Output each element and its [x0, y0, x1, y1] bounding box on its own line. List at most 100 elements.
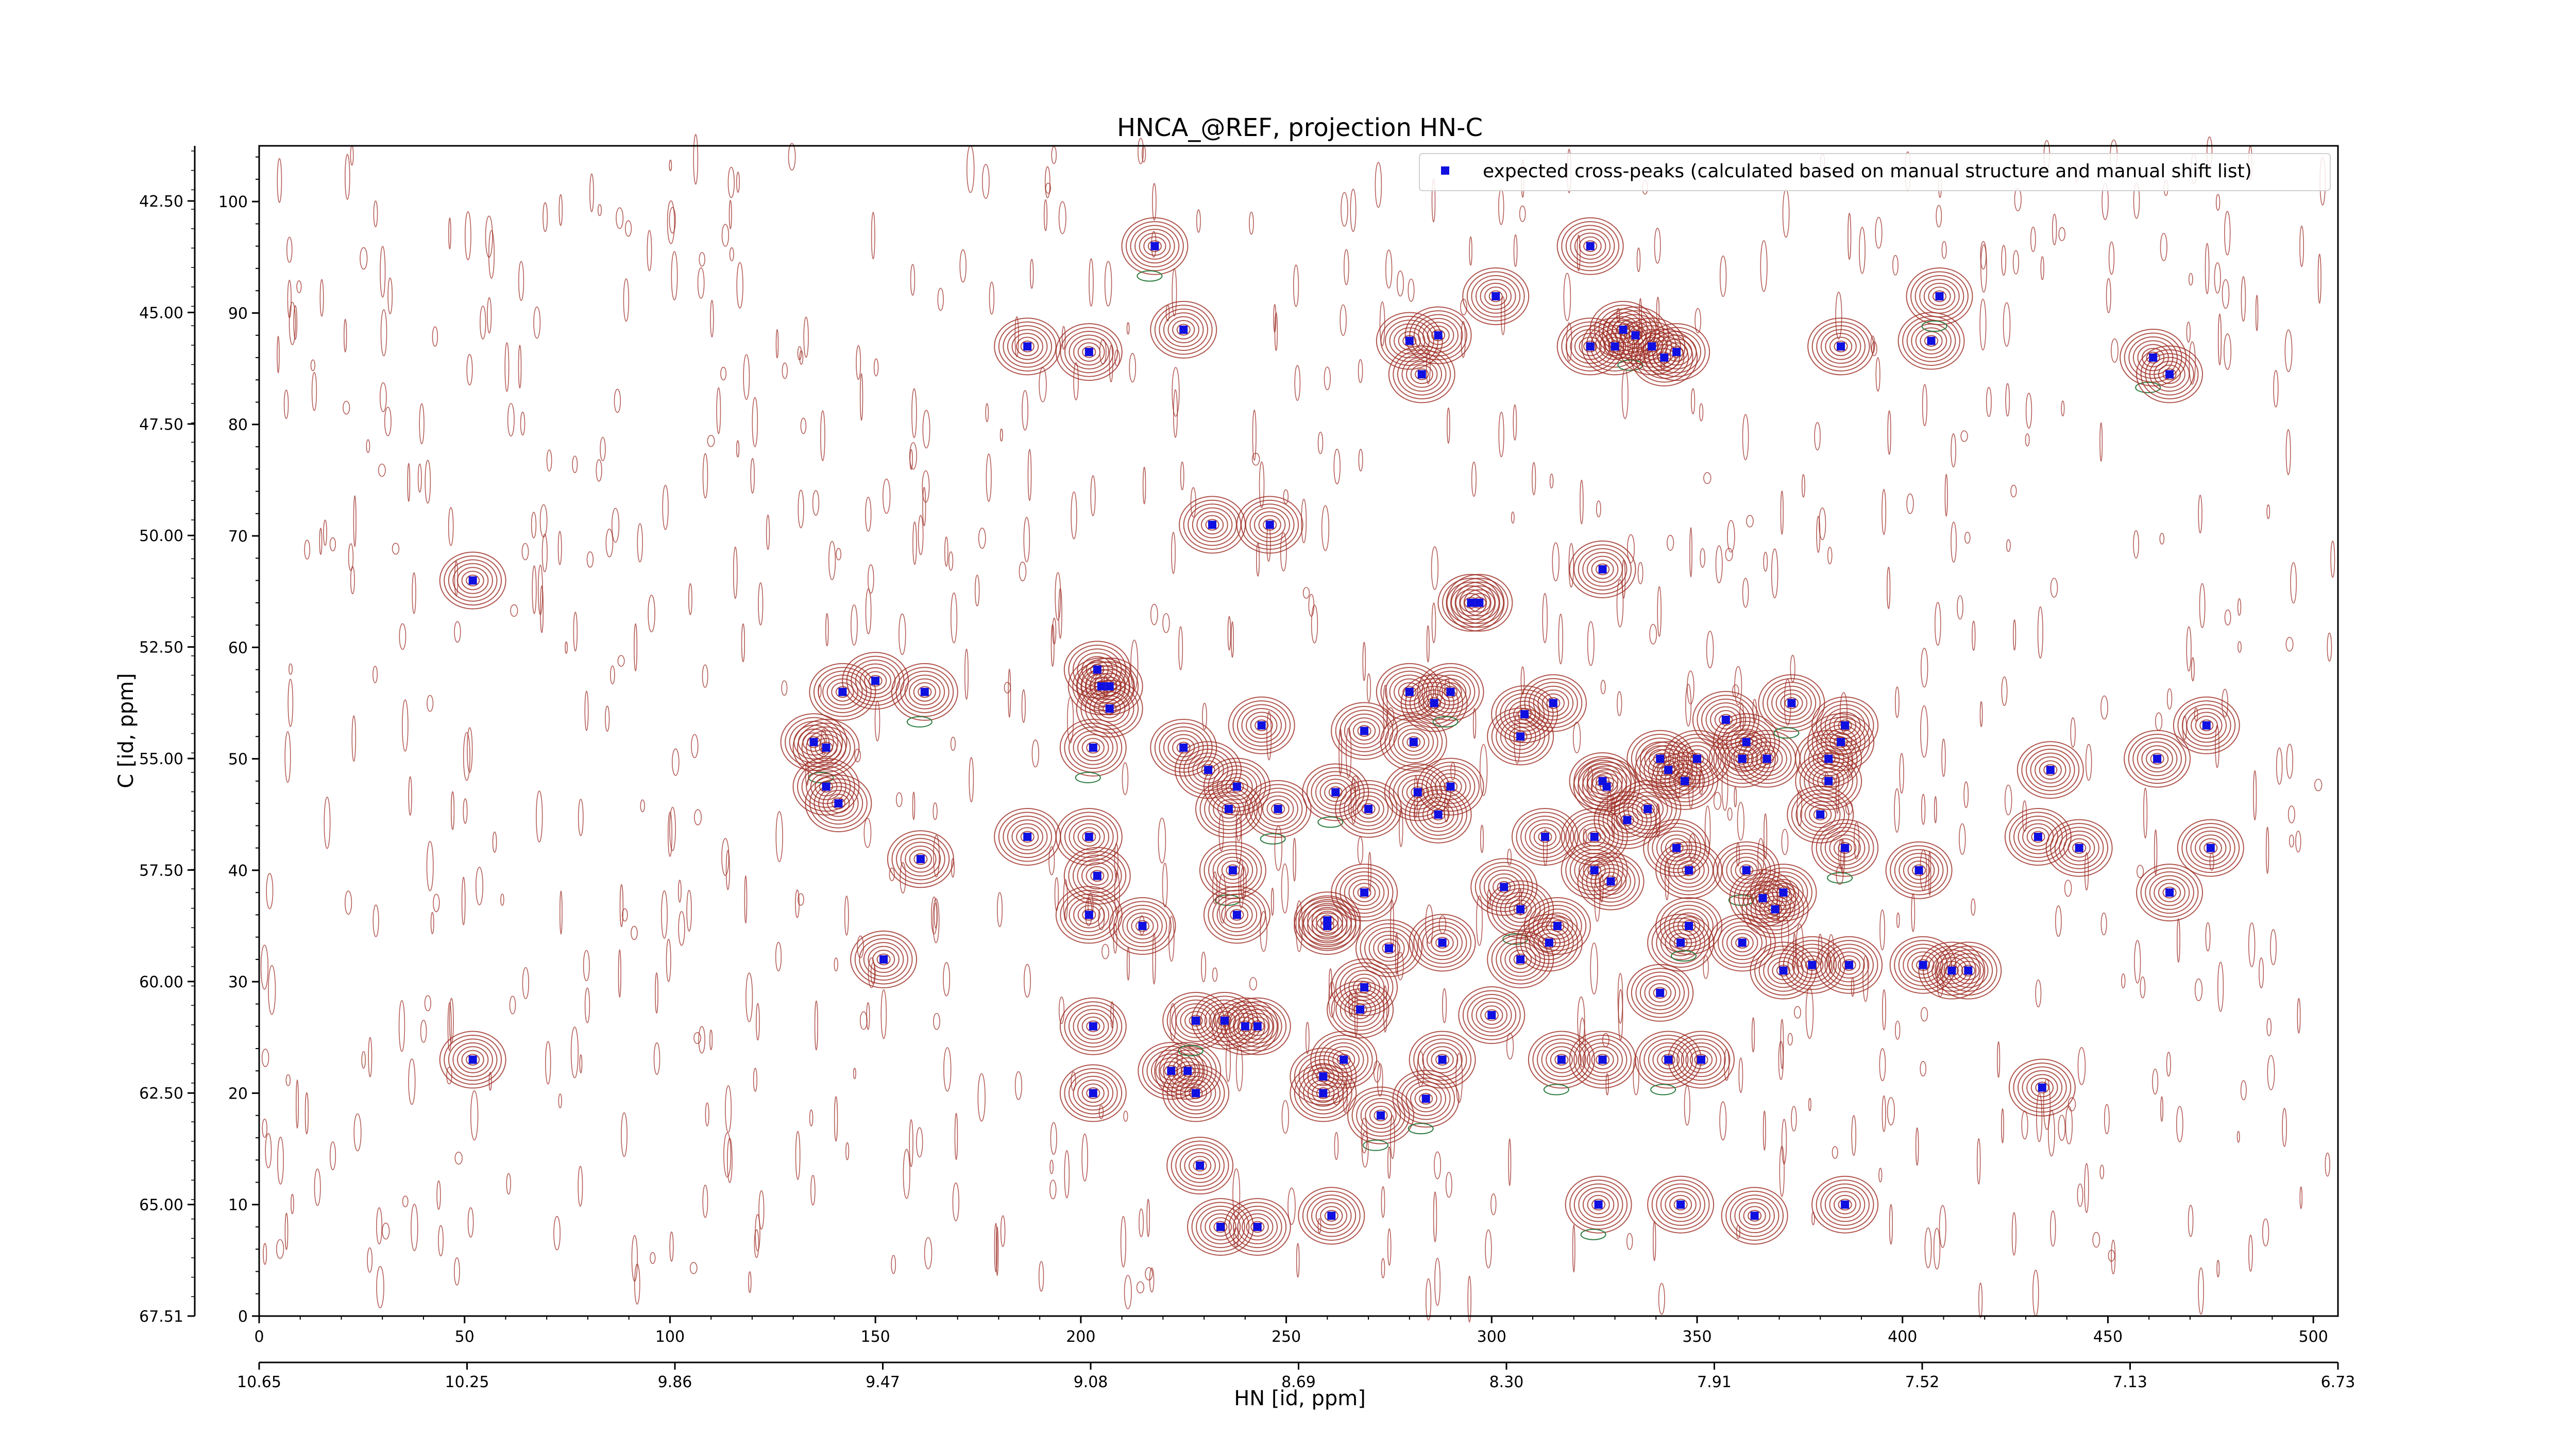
peak-contour — [1523, 897, 1591, 955]
noise-contour — [368, 1037, 372, 1077]
noise-contour — [1058, 201, 1066, 234]
noise-contour — [868, 957, 875, 988]
y-ppm-tick-label: 52.50 — [139, 639, 183, 657]
noise-contour — [518, 345, 522, 389]
noise-contour — [507, 403, 515, 437]
noise-contour — [1490, 1193, 1497, 1216]
noise-contour — [2050, 578, 2058, 598]
noise-contour — [343, 318, 347, 352]
peak-contour — [1162, 991, 1230, 1056]
noise-contour — [1274, 825, 1283, 871]
noise-contour — [1878, 1168, 1883, 1183]
noise-contour — [2155, 712, 2163, 731]
noise-contour — [859, 1011, 868, 1030]
noise-contour — [989, 281, 995, 315]
noise-contour — [1780, 1019, 1784, 1069]
noise-contour — [686, 889, 692, 932]
noise-contour — [2014, 187, 2022, 211]
noise-contour — [399, 623, 406, 650]
noise-contour — [619, 884, 624, 928]
noise-contour — [402, 699, 409, 752]
noise-contour — [1212, 967, 1218, 982]
cross-peak-marker — [1672, 348, 1681, 357]
cross-peak-marker — [1656, 754, 1665, 763]
peak-contour — [1298, 1187, 1365, 1245]
noise-contour — [870, 962, 876, 985]
noise-contour — [1472, 707, 1477, 739]
noise-contour — [1054, 877, 1059, 911]
cross-peak-marker — [1409, 738, 1418, 747]
noise-contour — [1577, 234, 1581, 272]
noise-contour — [900, 862, 906, 894]
noise-contour — [260, 945, 269, 990]
noise-contour — [1471, 461, 1477, 497]
noise-contour — [624, 220, 632, 237]
noise-contour — [276, 1239, 284, 1259]
cross-peak-marker — [1438, 1055, 1447, 1064]
cross-peak-marker — [1598, 1055, 1607, 1064]
noise-contour — [610, 665, 615, 685]
noise-contour — [1120, 1216, 1126, 1268]
noise-contour — [1317, 431, 1324, 454]
noise-contour — [1019, 561, 1027, 582]
noise-contour — [818, 684, 822, 698]
noise-contour — [1343, 1081, 1348, 1113]
noise-contour — [720, 366, 727, 381]
noise-contour — [2224, 211, 2231, 256]
noise-contour — [1048, 846, 1055, 875]
noise-contour — [985, 403, 989, 423]
noise-contour — [2004, 784, 2012, 816]
noise-contour — [1358, 448, 1363, 471]
cross-peak-marker — [1093, 871, 1101, 880]
noise-contour — [295, 1079, 299, 1129]
noise-contour — [314, 1168, 321, 1206]
noise-contour — [583, 950, 590, 982]
y-ppm-tick-label: 50.00 — [139, 527, 183, 545]
noise-contour — [1109, 345, 1113, 383]
cross-peak-marker — [1762, 754, 1771, 763]
noise-contour — [798, 893, 804, 906]
noise-contour — [668, 812, 673, 857]
noise-contour — [1227, 616, 1231, 651]
noise-contour — [1014, 1071, 1022, 1100]
cross-peak-marker — [1492, 292, 1500, 300]
noise-contour — [304, 540, 311, 560]
x-index-tick-label: 100 — [655, 1328, 685, 1346]
noise-contour — [1727, 807, 1733, 821]
noise-contour — [2077, 1047, 2086, 1085]
noise-contour — [427, 695, 434, 712]
noise-contour — [1960, 430, 1968, 442]
noise-contour — [1218, 813, 1224, 851]
cross-peak-marker — [1093, 665, 1101, 674]
noise-contour — [702, 453, 708, 499]
cross-peak-marker — [1919, 961, 1927, 969]
cross-peak-marker — [1105, 682, 1114, 690]
noise-contour — [411, 1204, 418, 1252]
noise-contour — [1808, 1098, 1811, 1111]
noise-contour — [1173, 389, 1178, 438]
noise-contour — [2188, 1205, 2194, 1237]
noise-contour — [1333, 1093, 1341, 1105]
noise-contour — [2188, 273, 2193, 286]
cross-peak-marker — [1253, 1223, 1262, 1231]
noise-contour — [263, 1243, 267, 1265]
noise-contour — [1498, 189, 1504, 225]
noise-contour — [2215, 194, 2221, 211]
noise-contour — [634, 623, 638, 671]
y-ppm-tick-label: 65.00 — [139, 1197, 183, 1215]
noise-contour — [449, 998, 454, 1044]
noise-contour — [1293, 264, 1299, 307]
noise-contour — [426, 840, 434, 891]
noise-contour — [1704, 805, 1711, 855]
noise-contour — [729, 247, 734, 262]
noise-contour — [2001, 245, 2007, 276]
noise-contour — [1293, 837, 1296, 882]
legend: expected cross-peaks (calculated based o… — [1419, 153, 2331, 191]
noise-contour — [874, 700, 880, 742]
noise-contour — [1649, 624, 1657, 645]
cross-peak-marker — [1721, 715, 1730, 724]
cross-peak-marker — [1500, 883, 1509, 891]
noise-contour — [1618, 989, 1623, 1041]
noise-contour — [1771, 548, 1778, 599]
noise-contour — [1778, 1040, 1784, 1080]
